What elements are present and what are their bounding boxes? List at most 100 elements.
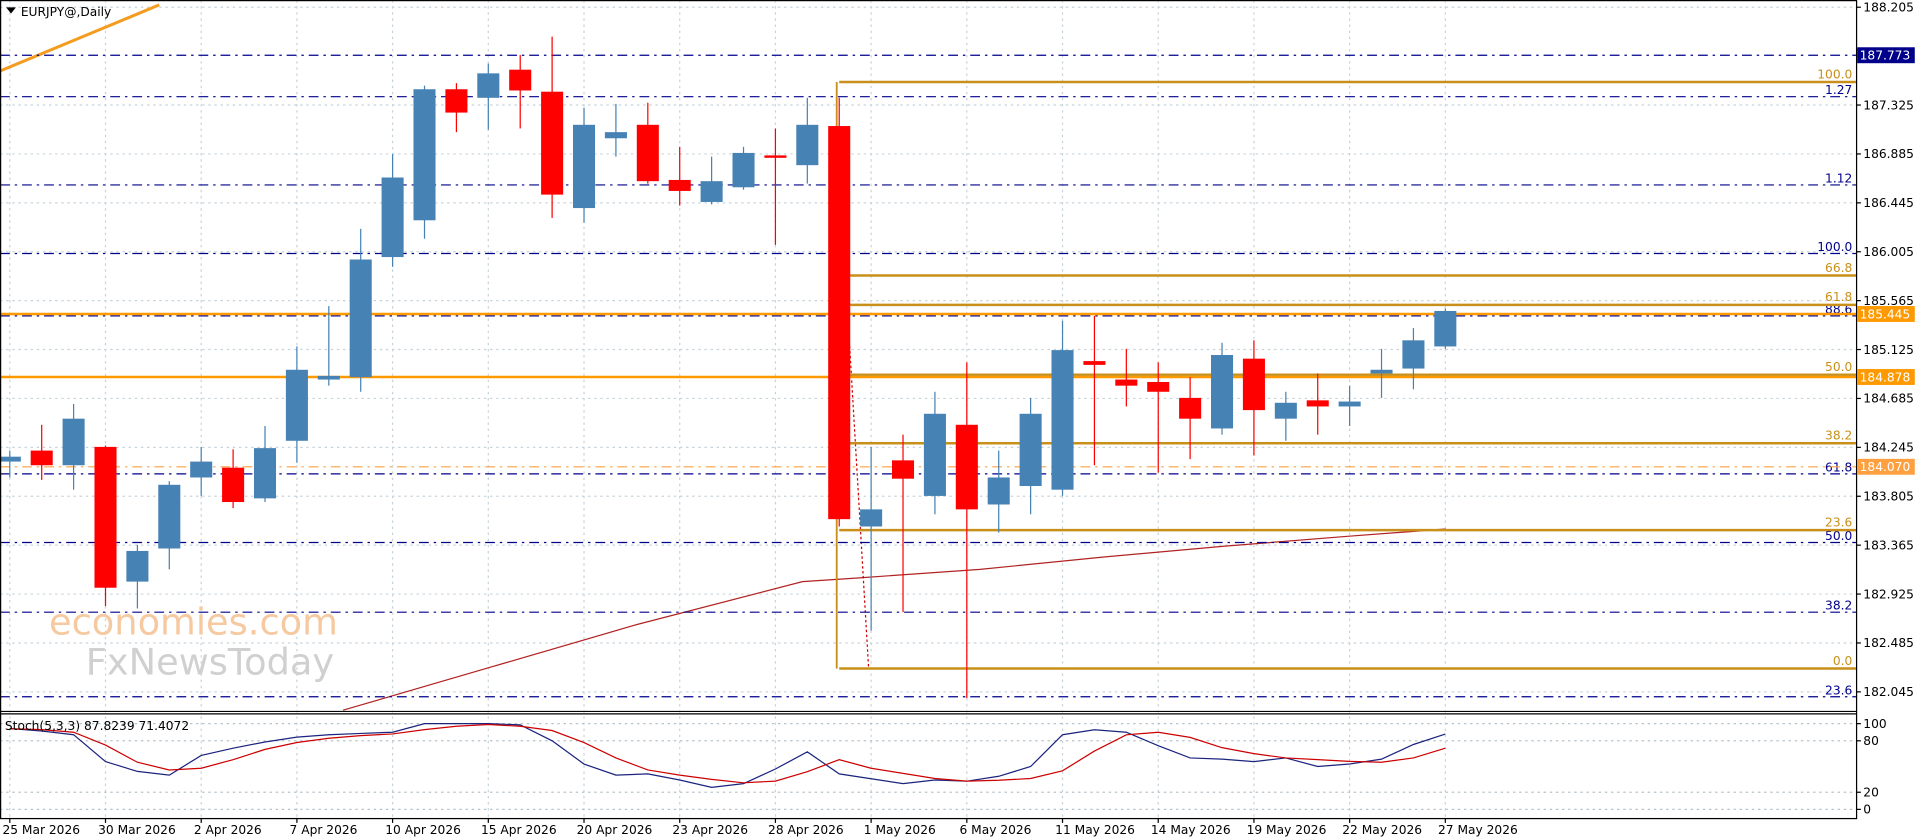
watermark: economies.com xyxy=(49,600,338,643)
candle-body xyxy=(668,179,691,191)
candle-body xyxy=(1083,361,1106,365)
y-tick-label: 20 xyxy=(1863,786,1879,800)
stoch-line xyxy=(9,723,1446,788)
price-box xyxy=(1857,369,1915,385)
x-tick-label: 14 May 2026 xyxy=(1151,823,1231,837)
y-tick-label: 184.245 xyxy=(1863,441,1914,455)
level-label: 61.8 xyxy=(1825,460,1852,474)
y-tick-label: 186.445 xyxy=(1863,196,1914,210)
level-label: 50.0 xyxy=(1825,529,1852,543)
price-box-label: 187.773 xyxy=(1860,49,1911,63)
candle-body xyxy=(764,155,787,158)
indicator-value: Stoch(5,3,3) xyxy=(5,719,80,733)
candle-body xyxy=(509,69,532,91)
x-tick-label: 2 Apr 2026 xyxy=(194,823,262,837)
candle-body xyxy=(190,461,213,478)
fib-label: 61.8 xyxy=(1825,290,1852,304)
fib-label: 50.0 xyxy=(1825,360,1852,374)
candle-body xyxy=(445,89,468,113)
level-label: 38.2 xyxy=(1825,599,1852,613)
trend-line xyxy=(0,3,160,73)
level-label: 100.0 xyxy=(1817,240,1852,254)
x-tick-label: 10 Apr 2026 xyxy=(385,823,461,837)
price-box-label: 184.878 xyxy=(1860,370,1911,384)
candle-body xyxy=(381,177,404,258)
y-tick-label: 0 xyxy=(1863,803,1871,817)
candle-body xyxy=(955,424,978,510)
candle-body xyxy=(222,467,245,503)
y-tick-label: 182.925 xyxy=(1863,587,1914,601)
candle-body xyxy=(413,89,436,221)
candle-body xyxy=(253,448,277,499)
x-tick-label: 27 May 2026 xyxy=(1438,823,1518,837)
y-tick-label: 80 xyxy=(1863,734,1879,748)
price-box-label: 184.070 xyxy=(1860,460,1911,474)
candle-body xyxy=(604,132,627,139)
candle-body xyxy=(732,152,755,188)
x-tick-label: 7 Apr 2026 xyxy=(290,823,358,837)
candle-body xyxy=(828,126,851,520)
candle-body xyxy=(349,259,372,378)
y-tick-label: 182.045 xyxy=(1863,685,1914,699)
candle-body xyxy=(477,73,500,98)
stochastic-panel: 0 20 80 100 Stoch(5,3,3) 87.8239 71.4072 xyxy=(0,717,1887,817)
x-tick-label: 28 Apr 2026 xyxy=(768,823,844,837)
price-box xyxy=(1857,458,1915,475)
candle-body xyxy=(1274,402,1297,419)
x-tick-label: 15 Apr 2026 xyxy=(481,823,557,837)
y-tick-label: 183.805 xyxy=(1863,490,1914,504)
fib-label: 38.2 xyxy=(1825,429,1852,443)
indicator-value: 71.4072 xyxy=(139,719,190,733)
moving-average xyxy=(342,528,1446,711)
candles-layer xyxy=(0,36,1457,698)
candle-body xyxy=(1179,397,1202,419)
y-tick-label: 186.005 xyxy=(1863,245,1914,259)
candle-body xyxy=(94,446,117,588)
candle-body xyxy=(1434,310,1457,347)
candle-body xyxy=(285,369,308,441)
candle-body xyxy=(891,460,915,479)
y-tick-label: 183.365 xyxy=(1863,538,1914,552)
candle-body xyxy=(1051,350,1074,490)
watermark: FxNewsToday xyxy=(86,641,334,684)
plot-frame xyxy=(0,0,1858,820)
fib-label: 23.6 xyxy=(1825,515,1852,529)
levels-layer: 1.271.12100.088.661.850.038.223.6100.066… xyxy=(0,54,1856,698)
level-label: 23.6 xyxy=(1825,683,1852,697)
y-tick-label: 182.485 xyxy=(1863,636,1914,650)
x-tick-label: 23 Apr 2026 xyxy=(672,823,748,837)
y-tick-label: 100 xyxy=(1863,717,1886,731)
price-box xyxy=(1857,47,1915,64)
price-box xyxy=(1857,306,1915,322)
candle-body xyxy=(1019,413,1042,487)
y-tick-label: 185.125 xyxy=(1863,343,1914,357)
indicator-header: Stoch(5,3,3) 87.8239 71.4072 xyxy=(5,719,189,733)
x-tick-label: 20 Apr 2026 xyxy=(577,823,653,837)
indicator-value: 87.8239 xyxy=(84,719,135,733)
candle-body xyxy=(1242,358,1265,411)
candle-body xyxy=(0,456,21,462)
candle-body xyxy=(158,484,181,549)
x-tick-label: 25 Mar 2026 xyxy=(2,823,80,837)
candle-body xyxy=(126,550,149,582)
candle-body xyxy=(1370,369,1393,374)
candle-body xyxy=(860,509,883,527)
fib-label: 0.0 xyxy=(1833,654,1852,668)
candle-body xyxy=(1115,379,1138,386)
candle-body xyxy=(62,418,85,466)
fib-label: 66.8 xyxy=(1825,261,1852,275)
candle-body xyxy=(1306,400,1329,407)
level-label: 1.12 xyxy=(1825,171,1852,185)
candle-body xyxy=(923,413,946,496)
candle-body xyxy=(317,375,340,380)
chart-title: EURJPY@,Daily xyxy=(21,5,111,19)
candle-body xyxy=(636,124,659,182)
y-tick-label: 186.885 xyxy=(1863,147,1914,161)
x-tick-label: 6 May 2026 xyxy=(959,823,1031,837)
candle-body xyxy=(987,477,1010,505)
candle-body xyxy=(796,124,819,166)
y-tick-label: 184.685 xyxy=(1863,392,1914,406)
stoch-line xyxy=(9,723,1446,784)
